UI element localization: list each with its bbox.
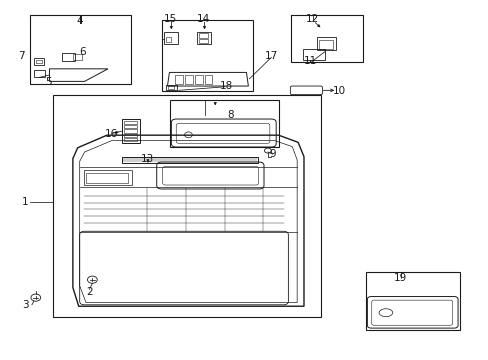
FancyBboxPatch shape bbox=[161, 20, 253, 91]
Text: 1: 1 bbox=[22, 197, 28, 207]
Text: 16: 16 bbox=[105, 129, 118, 139]
Text: 8: 8 bbox=[227, 111, 234, 121]
Text: 12: 12 bbox=[305, 14, 319, 24]
FancyBboxPatch shape bbox=[170, 100, 278, 147]
Text: 4: 4 bbox=[76, 17, 83, 27]
Text: 19: 19 bbox=[393, 273, 407, 283]
Text: 7: 7 bbox=[18, 51, 24, 61]
Text: 18: 18 bbox=[219, 81, 232, 91]
Text: 15: 15 bbox=[163, 14, 177, 24]
Text: 14: 14 bbox=[196, 14, 209, 24]
Text: 10: 10 bbox=[332, 86, 346, 96]
Text: 11: 11 bbox=[303, 56, 316, 66]
Text: 9: 9 bbox=[269, 149, 276, 159]
Text: 17: 17 bbox=[264, 51, 277, 61]
Text: 3: 3 bbox=[22, 300, 28, 310]
Text: 13: 13 bbox=[140, 154, 153, 164]
Text: 5: 5 bbox=[45, 77, 52, 87]
Text: 2: 2 bbox=[86, 287, 93, 297]
FancyBboxPatch shape bbox=[290, 15, 362, 62]
FancyBboxPatch shape bbox=[53, 95, 320, 317]
Text: 6: 6 bbox=[79, 46, 86, 57]
FancyBboxPatch shape bbox=[366, 272, 459, 330]
FancyBboxPatch shape bbox=[30, 15, 131, 84]
